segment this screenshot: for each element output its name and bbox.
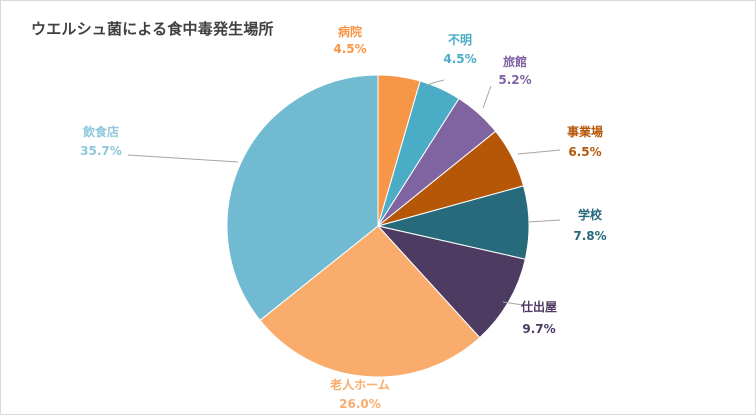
pie-slice (226, 74, 379, 322)
slice-label: 病院 (338, 24, 362, 39)
leader-line (527, 219, 561, 223)
slice-value-label: 7.8% (573, 229, 606, 243)
slice-value-label: 35.7% (80, 144, 122, 158)
chart-title: ウエルシュ菌による食中毒発生場所 (31, 20, 274, 38)
pie-slice (376, 225, 526, 339)
slice-value-label: 9.7% (522, 322, 555, 336)
slice-label: 飲食店 (82, 124, 119, 139)
leader-line (426, 79, 445, 86)
slice-label: 学校 (578, 207, 603, 222)
leader-line (517, 149, 561, 155)
slice-value-label: 6.5% (568, 145, 601, 159)
pie-slice (259, 225, 481, 378)
slice-label: 旅館 (503, 54, 527, 69)
slice-value-label: 5.2% (498, 73, 531, 87)
slice-label: 老人ホーム (330, 377, 390, 392)
slice-value-label: 26.0% (339, 397, 381, 411)
slice-label: 不明 (448, 33, 472, 47)
leader-line (127, 154, 239, 163)
slice-label: 仕出屋 (520, 299, 557, 314)
slice-label: 事業場 (567, 124, 603, 139)
slice-value-label: 4.5% (443, 52, 476, 66)
leader-line (502, 301, 524, 306)
slice-value-label: 4.5% (333, 42, 366, 56)
leader-line (482, 85, 492, 109)
